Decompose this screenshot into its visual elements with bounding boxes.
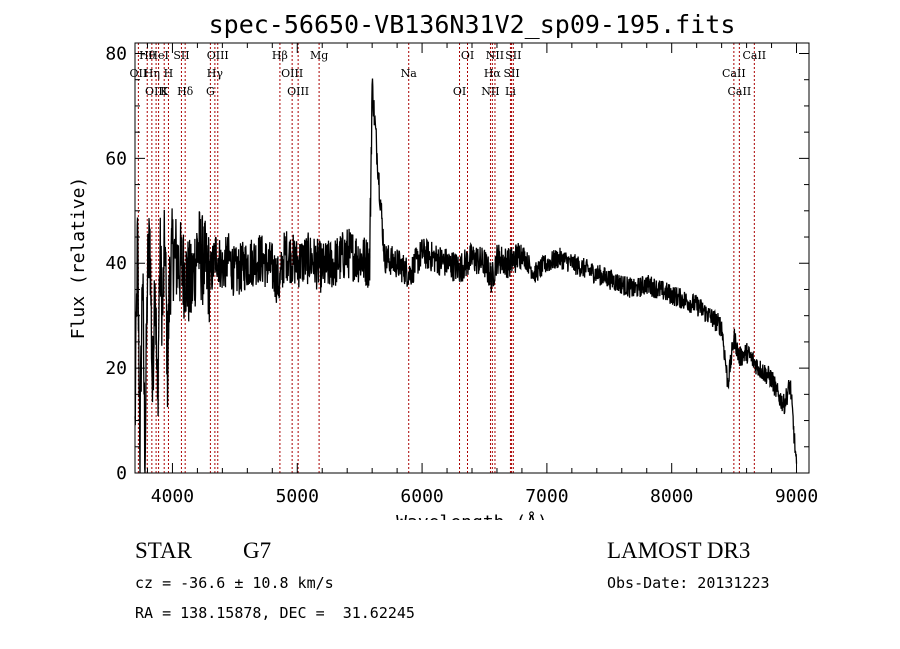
object-class: STAR bbox=[135, 538, 192, 563]
spectral-line-label: OIII bbox=[287, 85, 309, 98]
spectral-line-label: CaII bbox=[728, 85, 752, 98]
coordinates: RA = 138.15878, DEC = 31.62245 bbox=[135, 604, 415, 622]
spectral-line-label: Li bbox=[505, 85, 516, 98]
y-tick-label: 80 bbox=[105, 43, 127, 64]
x-tick-label: 8000 bbox=[650, 486, 693, 507]
spectral-line-label: OI bbox=[453, 85, 466, 98]
spectral-line-label: Na bbox=[401, 67, 418, 80]
observation-date: Obs-Date: 20131223 bbox=[607, 574, 770, 592]
spectral-line-label: Hη bbox=[144, 67, 160, 80]
spectral-line-label: Hδ bbox=[177, 85, 194, 98]
spectral-line-label: SII bbox=[173, 49, 189, 62]
spectral-line-label: K bbox=[160, 85, 169, 98]
spectrum-chart: spec-56650-VB136N31V2_sp09-195.fits Hθ OI… bbox=[68, 10, 818, 520]
x-tick-label: 9000 bbox=[775, 486, 818, 507]
spectral-line-label: SII bbox=[505, 49, 521, 62]
y-tick-label: 20 bbox=[105, 358, 127, 379]
spectral-line-label: Hθ bbox=[139, 49, 156, 62]
spectral-line-label: Hβ bbox=[272, 49, 288, 62]
y-tick-labels: 0 20 40 60 80 bbox=[105, 43, 127, 484]
x-tick-label: 7000 bbox=[525, 486, 568, 507]
spectral-line-label: Mg bbox=[310, 49, 328, 62]
spectral-line-label: NII bbox=[481, 85, 499, 98]
survey-name: LAMOST DR3 bbox=[607, 538, 751, 563]
x-axis-label: Wavelength (Å) bbox=[396, 511, 548, 520]
spectral-line-label: CaII bbox=[722, 67, 746, 80]
spectral-line-label: SII bbox=[503, 67, 519, 80]
spectral-line-label: OIII bbox=[145, 85, 167, 98]
x-tick-label: 6000 bbox=[400, 486, 443, 507]
spectral-line-labels: Hθ OII OIII HeI HηK SII HHδ OIII Hγ G Hβ OIII OIII Mg… bbox=[130, 49, 767, 98]
spectral-line-label: OI bbox=[461, 49, 474, 62]
spectral-line-label: OIII bbox=[207, 49, 229, 62]
y-axis-label: Flux (relative) bbox=[68, 177, 89, 340]
spectral-line-label: G bbox=[206, 85, 215, 98]
y-tick-label: 40 bbox=[105, 253, 127, 274]
object-subclass: G7 bbox=[243, 538, 272, 563]
chart-title: spec-56650-VB136N31V2_sp09-195.fits bbox=[209, 10, 736, 39]
spectral-line-label: HeI bbox=[148, 49, 168, 62]
x-tick-label: 4000 bbox=[151, 486, 194, 507]
spectral-line-label: Hα bbox=[484, 67, 502, 80]
axis-ticks bbox=[135, 43, 809, 474]
x-tick-label: 5000 bbox=[276, 486, 319, 507]
spectrum-line bbox=[134, 78, 798, 474]
x-tick-labels: 4000 5000 6000 7000 8000 9000 bbox=[151, 486, 818, 507]
y-tick-label: 60 bbox=[105, 148, 127, 169]
y-tick-label: 0 bbox=[116, 463, 127, 484]
spectral-line-label: Hγ bbox=[207, 67, 224, 80]
spectral-line-label: OIII bbox=[281, 67, 303, 80]
spectral-line-label: NII bbox=[486, 49, 504, 62]
spectral-line-label: OII bbox=[130, 67, 148, 80]
spectral-line-label: H bbox=[164, 67, 174, 80]
spectral-line-label: CaII bbox=[742, 49, 766, 62]
redshift-velocity: cz = -36.6 ± 10.8 km/s bbox=[135, 574, 334, 592]
